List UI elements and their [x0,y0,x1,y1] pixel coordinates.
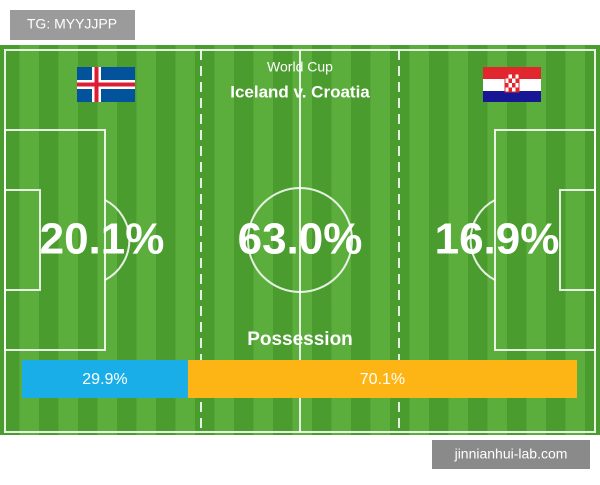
watermark-box [432,440,590,469]
possession-title: Possession [247,329,353,350]
stripe [0,45,20,435]
stripe [58,45,79,435]
bar-segment [187,360,577,398]
flag-croatia [483,67,541,102]
stat: 63.0% [238,215,363,264]
stat: 20.1% [40,215,165,264]
penalty-arc [104,199,131,281]
stripe [117,45,137,435]
stripe [292,45,313,435]
stripe [19,45,40,435]
penalty-arc [469,199,496,281]
stripe [351,45,371,435]
center-circle [247,187,353,293]
watermark: TG: MYYJJPP [27,16,117,32]
stripe [175,45,196,435]
stripe [312,45,332,435]
stripe [156,45,176,435]
stripe [585,45,600,435]
bar-label: 70.1% [360,371,405,388]
match: Iceland v. Croatia [230,82,370,101]
goal-box [4,189,41,291]
stripe [331,45,352,435]
stripe [507,45,527,435]
stripe [97,45,118,435]
stripe [409,45,430,435]
stripe [78,45,98,435]
stripe [487,45,508,435]
stripe [39,45,59,435]
bar-label: 29.9% [82,371,127,388]
bar-segment [22,360,188,398]
goal-box [559,189,596,291]
stripe [565,45,586,435]
possession-bar: 29.9% 70.1% [22,360,577,398]
stripe [468,45,488,435]
stripe [546,45,566,435]
title: World Cup [267,59,333,75]
stripe [234,45,254,435]
watermark: jinnianhui-lab.com [454,446,568,462]
stripe [273,45,293,435]
watermark-box [10,10,135,40]
stripe [136,45,157,435]
stripe [390,45,410,435]
stripe [214,45,235,435]
stripe [195,45,215,435]
stripe [429,45,449,435]
stripe [370,45,391,435]
flag-iceland [77,67,135,102]
stripe [253,45,274,435]
pitch [0,45,600,435]
stat: 16.9% [435,215,560,264]
stripe [526,45,547,435]
stripe [448,45,469,435]
